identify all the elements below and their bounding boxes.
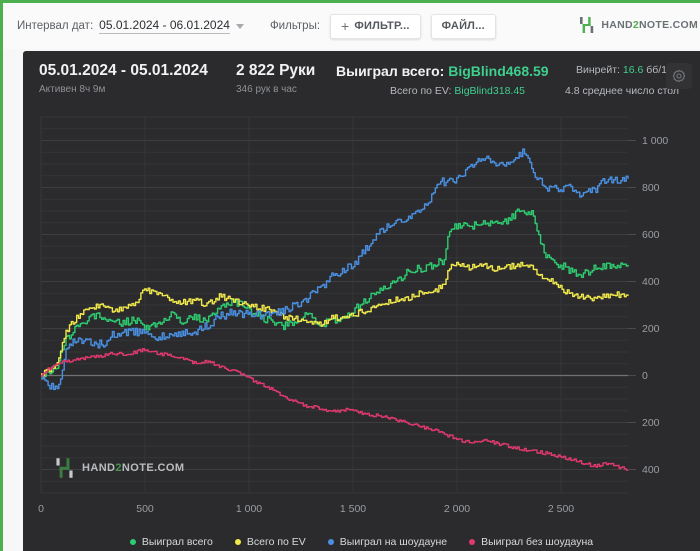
legend-item-non-showdown[interactable]: Выиграл без шоудауна [469, 536, 593, 548]
chart-x-axis-labels: 0 500 1 000 1 500 2 000 2 500 [38, 503, 574, 515]
svg-text:0: 0 [38, 503, 44, 515]
chart-series-group [41, 148, 629, 471]
stat-hands-rate: 346 рук в час [236, 84, 297, 95]
stat-won-total-row: Выиграл всего: BigBlind468.59 [336, 63, 549, 79]
plot-area: 1 000 800 600 400 200 0 200 400 0 500 1 000 1 500 2… [23, 109, 700, 551]
svg-text:1 500: 1 500 [340, 503, 366, 515]
filters-label: Фильтры: [269, 20, 321, 32]
svg-text:1 000: 1 000 [642, 135, 668, 147]
legend-swatch [469, 539, 476, 545]
legend-label: Выиграл без шоудауна [481, 536, 594, 548]
hand2note-mark-icon [580, 17, 594, 33]
chart-line-Выиграл на шоудауне [41, 148, 629, 391]
svg-text:400: 400 [642, 464, 660, 476]
chart-line-Выиграл всего [41, 208, 629, 380]
chart-legend: Выиграл всего Всего по EV Выиграл на шоу… [23, 536, 700, 548]
stat-hands-value: 2 822 Руки [236, 62, 316, 79]
svg-text:500: 500 [136, 503, 154, 515]
chart-line-Выиграл без шоудауна [41, 348, 629, 471]
legend-swatch [129, 539, 136, 545]
stat-hands: 2 822 Руки 346 рук в час [236, 62, 315, 95]
gear-icon [672, 69, 686, 83]
stat-ev-total: Всего по EV: BigBlind318.45 [390, 85, 525, 97]
legend-label: Всего по EV [246, 536, 306, 548]
legend-swatch [234, 539, 241, 545]
brand-text: HAND2NOTE.COM [601, 19, 698, 31]
svg-text:1 000: 1 000 [236, 503, 262, 515]
top-toolbar: Интервал дат: 05.01.2024 - 06.01.2024 Фи… [3, 3, 700, 49]
stat-avg-tables-value: 4.8 среднее число стол [565, 85, 679, 97]
cumulative-winnings-chart: 1 000 800 600 400 200 0 200 400 0 500 1 000 1 500 2… [38, 116, 668, 515]
legend-item-showdown[interactable]: Выиграл на шоудауне [327, 536, 448, 548]
stat-active-time: Активен 8ч 9м [39, 84, 106, 95]
add-filter-label: ФИЛЬТР... [354, 20, 410, 32]
svg-text:2 000: 2 000 [444, 503, 470, 515]
date-range-label: Интервал дат: [17, 20, 94, 32]
plus-icon: + [341, 18, 350, 34]
add-filter-button[interactable]: + ФИЛЬТР... [330, 13, 421, 39]
svg-text:400: 400 [642, 276, 660, 288]
svg-text:0: 0 [642, 370, 648, 382]
legend-item-ev-total[interactable]: Всего по EV [234, 536, 306, 548]
chart-line-Всего по EV [41, 261, 629, 378]
legend-label: Выиграл на шоудауне [339, 536, 448, 548]
chart-settings-button[interactable] [666, 63, 692, 89]
chart-watermark: HAND2NOTE.COM [55, 457, 184, 479]
brand-logo: HAND2NOTE.COM [579, 16, 698, 34]
svg-text:800: 800 [642, 182, 660, 194]
stats-header: 05.01.2024 - 05.01.2024 Активен 8ч 9м 2 … [23, 51, 700, 105]
stat-date-range: 05.01.2024 - 05.01.2024 Активен 8ч 9м [39, 62, 208, 95]
legend-label: Выиграл всего [141, 536, 213, 548]
svg-text:600: 600 [642, 229, 660, 241]
chart-panel: 05.01.2024 - 05.01.2024 Активен 8ч 9м 2 … [23, 51, 700, 551]
stat-ev-row: Всего по EV: BigBlind318.45 [390, 85, 525, 97]
stat-avg-tables: 4.8 среднее число стол [565, 85, 680, 97]
svg-text:200: 200 [642, 417, 660, 429]
stat-ev-value: BigBlind318.45 [454, 85, 525, 97]
stat-winrate-value: 16.6 [622, 64, 644, 76]
stat-winrate-row: Винрейт: 16.6 бб/100 [576, 64, 679, 76]
chart-y-axis-labels: 1 000 800 600 400 200 0 200 400 [628, 135, 668, 476]
date-range-value[interactable]: 05.01.2024 - 06.01.2024 [99, 18, 230, 34]
chevron-down-icon[interactable] [235, 23, 244, 29]
legend-swatch [327, 539, 334, 545]
file-button[interactable]: ФАЙЛ... [430, 13, 496, 39]
file-button-label: ФАЙЛ... [441, 20, 485, 32]
hand2note-watermark-icon [56, 458, 73, 478]
watermark-text: HAND2NOTE.COM [82, 462, 185, 474]
stat-winrate: Винрейт: 16.6 бб/100 [576, 64, 679, 76]
stat-won-total-value: BigBlind468.59 [448, 63, 549, 79]
svg-text:2 500: 2 500 [548, 503, 574, 515]
stat-date-range-value: 05.01.2024 - 05.01.2024 [39, 62, 208, 79]
svg-text:200: 200 [642, 323, 660, 335]
legend-item-won-total[interactable]: Выиграл всего [129, 536, 213, 548]
stat-won-total: Выиграл всего: BigBlind468.59 [336, 63, 549, 79]
